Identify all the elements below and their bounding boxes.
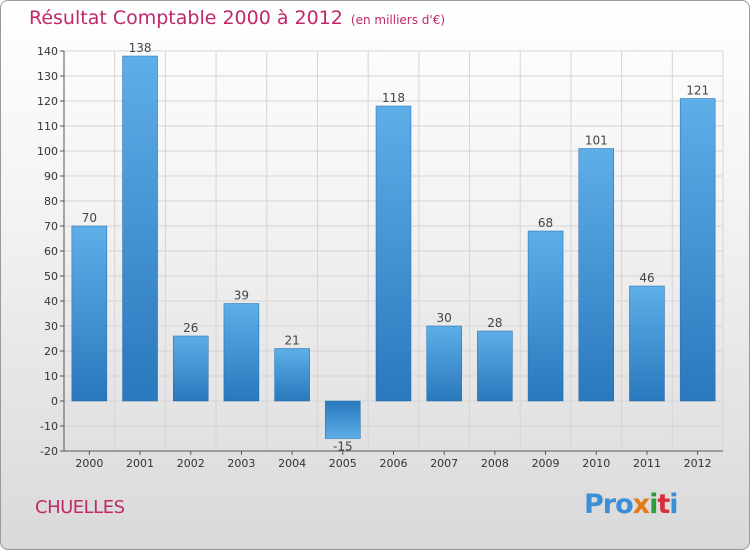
data-label: 101 [585, 134, 608, 148]
data-label: 70 [82, 211, 97, 225]
y-tick-label: 110 [37, 120, 58, 133]
data-labels: 70 138 26 39 21 -15 118 30 28 68 101 46 121 [82, 41, 709, 454]
data-label: 39 [234, 289, 249, 303]
y-tick-label: 50 [44, 270, 58, 283]
bar [527, 230, 564, 402]
bars [71, 55, 716, 439]
x-tick-label: 2007 [430, 457, 458, 470]
data-label: 68 [538, 216, 553, 230]
logo-part: i [649, 489, 658, 520]
x-tick-label: 2000 [75, 457, 103, 470]
x-tick-label: 2004 [278, 457, 306, 470]
data-label: 21 [284, 334, 299, 348]
data-label: 118 [382, 91, 405, 105]
y-tick-label: 120 [37, 95, 58, 108]
proxiti-logo[interactable]: Proxiti [584, 489, 679, 520]
y-tick-label: 70 [44, 220, 58, 233]
logo-part: i [669, 489, 678, 520]
data-label: -15 [333, 440, 353, 454]
bar [578, 148, 615, 402]
y-tick-label: 40 [44, 295, 58, 308]
title-block: Résultat Comptable 2000 à 2012 (en millie… [29, 7, 445, 29]
y-tick-label: 140 [37, 45, 58, 58]
x-tick-label: 2010 [582, 457, 610, 470]
axes: -20 -10 0 10 20 30 40 50 60 70 80 90 100 110 120 130 140… [37, 45, 723, 470]
bar [122, 55, 158, 402]
data-label: 138 [129, 41, 152, 55]
logo-part: Pro [584, 489, 634, 520]
logo-part: x [632, 489, 650, 520]
y-tick-label: 60 [44, 245, 58, 258]
y-tick-label: 0 [51, 395, 58, 408]
y-tick-label: 30 [44, 320, 58, 333]
y-tick-label: -20 [40, 445, 58, 458]
data-label: 121 [686, 84, 709, 98]
x-tick-label: 2001 [126, 457, 154, 470]
x-tick-label: 2003 [227, 457, 255, 470]
x-tick-label: 2012 [684, 457, 712, 470]
chart-title: Résultat Comptable 2000 à 2012 [29, 7, 343, 29]
bar [325, 400, 361, 439]
x-tick-label: 2009 [532, 457, 560, 470]
y-tick-label: 20 [44, 345, 58, 358]
chart-subtitle: (en milliers d'€) [350, 13, 446, 27]
bar [274, 348, 310, 402]
x-tick-label: 2006 [380, 457, 408, 470]
bar [477, 330, 513, 402]
y-tick-label: 100 [37, 145, 58, 158]
x-tick-label: 2005 [329, 457, 357, 470]
y-tick-label: 10 [44, 370, 58, 383]
bar [629, 285, 665, 402]
data-label: 26 [183, 321, 198, 335]
data-label: 28 [487, 316, 502, 330]
x-tick-label: 2008 [481, 457, 509, 470]
data-label: 30 [437, 311, 452, 325]
commune-name: CHUELLES [35, 497, 125, 518]
bar [71, 225, 108, 402]
y-tick-label: 80 [44, 195, 58, 208]
bar [375, 105, 412, 402]
y-tick-label: -10 [40, 420, 58, 433]
x-tick-label: 2011 [633, 457, 661, 470]
bar [679, 98, 716, 402]
bar [223, 303, 260, 402]
logo-part: t [657, 489, 670, 520]
bar [172, 335, 209, 402]
data-label: 46 [639, 271, 654, 285]
bar [426, 325, 462, 402]
x-tick-label: 2002 [177, 457, 205, 470]
y-tick-label: 90 [44, 170, 58, 183]
y-tick-label: 130 [37, 70, 58, 83]
